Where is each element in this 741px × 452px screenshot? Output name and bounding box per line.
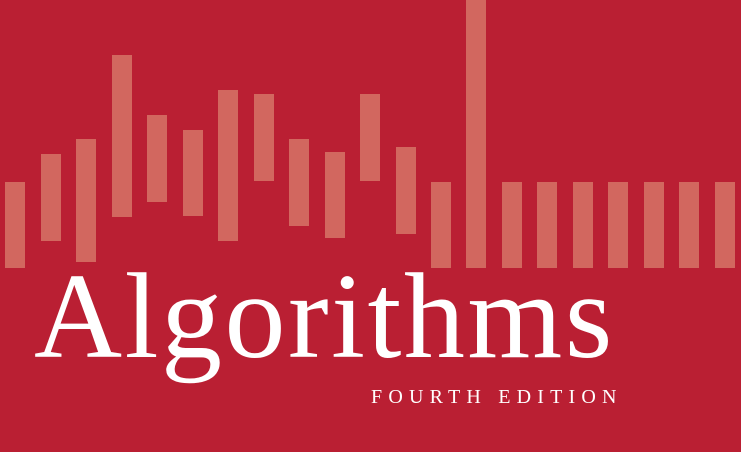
bar [254,94,274,181]
bar [715,182,735,268]
bar [608,182,628,268]
bar [147,115,167,202]
bar [289,139,309,226]
bar [112,55,132,217]
bar [431,182,451,268]
bar [396,147,416,234]
bar [537,182,557,268]
bar [360,94,380,181]
bar [41,154,61,241]
bar [502,182,522,268]
bar [573,182,593,268]
bar [679,182,699,268]
bar [644,182,664,268]
cover-title: Algorithms [34,249,615,384]
bar [466,0,486,268]
bar [325,152,345,238]
bar [5,182,25,268]
bar [76,139,96,262]
bar [218,90,238,241]
cover-subtitle: FOURTH EDITION [371,386,623,408]
bar [183,130,203,216]
